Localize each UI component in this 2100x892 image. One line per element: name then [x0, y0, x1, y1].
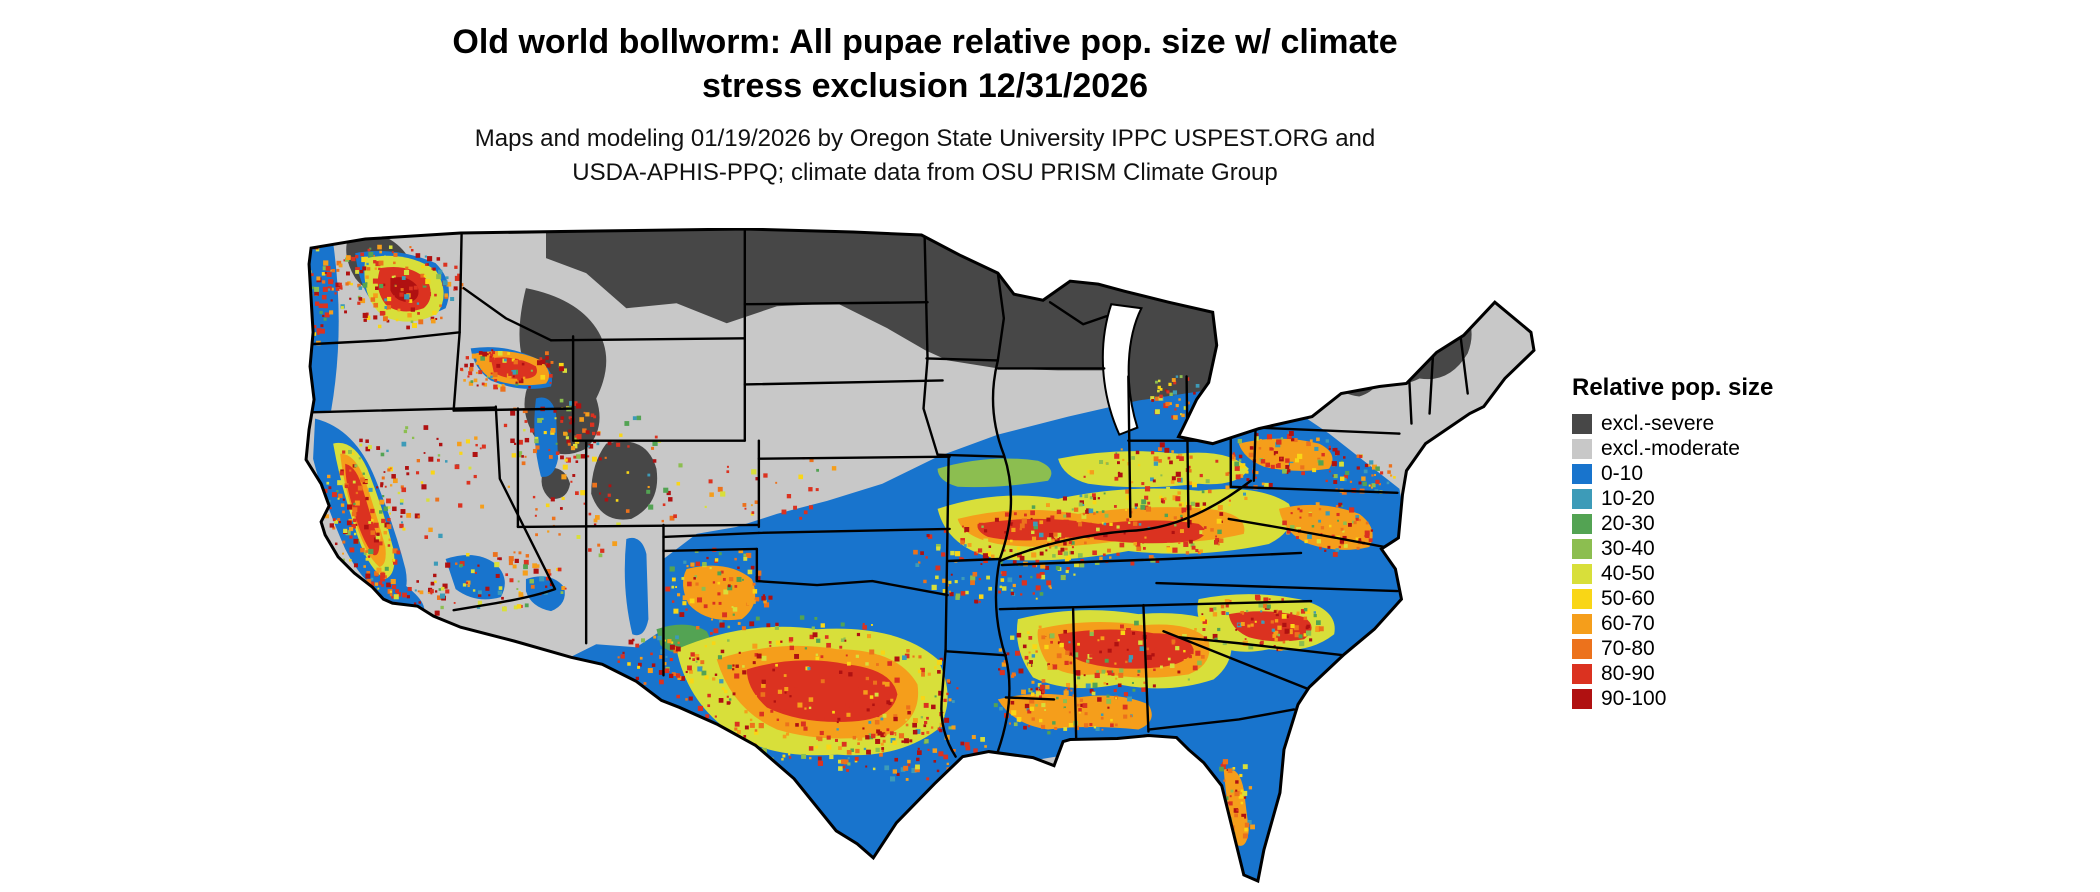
map-subtitle: Maps and modeling 01/19/2026 by Oregon S… — [0, 122, 1850, 190]
legend-swatch — [1572, 464, 1592, 484]
us-population-map — [295, 228, 1540, 890]
map-title-line1: Old world bollworm: All pupae relative p… — [452, 23, 1398, 61]
legend-entry: 90-100 — [1572, 687, 1773, 710]
legend-entry: 70-80 — [1572, 637, 1773, 660]
us-map-svg — [304, 228, 1536, 883]
legend-entry: 80-90 — [1572, 662, 1773, 685]
legend-entry: 20-30 — [1572, 512, 1773, 535]
legend-entry-label: 80-90 — [1601, 662, 1655, 685]
lake-michigan — [1101, 303, 1143, 436]
legend-entry: excl.-severe — [1572, 412, 1773, 435]
legend-entry-label: 70-80 — [1601, 637, 1655, 660]
legend-entry-label: 90-100 — [1601, 687, 1667, 710]
legend-entry-label: 0-10 — [1601, 462, 1644, 485]
legend-swatch — [1572, 639, 1592, 659]
legend-entry: 10-20 — [1572, 487, 1773, 510]
legend-entry-label: 10-20 — [1601, 487, 1655, 510]
legend-swatch — [1572, 439, 1592, 459]
legend-swatch — [1572, 489, 1592, 509]
map-title-line2: stress exclusion 12/31/2026 — [701, 67, 1149, 105]
legend-entry: 60-70 — [1572, 612, 1773, 635]
map-subtitle-line2: USDA-APHIS-PPQ; climate data from OSU PR… — [572, 159, 1278, 186]
legend-swatch — [1572, 589, 1592, 609]
legend-entry-label: 30-40 — [1601, 537, 1655, 560]
legend-swatch — [1572, 564, 1592, 584]
legend-title: Relative pop. size — [1572, 374, 1774, 401]
legend-swatch — [1572, 539, 1592, 559]
legend-swatch — [1572, 414, 1592, 434]
legend-entry-label: 50-60 — [1601, 587, 1655, 610]
map-title: Old world bollworm: All pupae relative p… — [0, 20, 1850, 108]
legend-entry-label: excl.-severe — [1601, 412, 1715, 435]
high-population-region — [333, 255, 1373, 846]
legend-entry: 30-40 — [1572, 537, 1773, 560]
legend-entry: 50-60 — [1572, 587, 1773, 610]
legend-entry-label: excl.-moderate — [1601, 437, 1740, 460]
legend-entry-label: 60-70 — [1601, 612, 1655, 635]
legend-entry-label: 40-50 — [1601, 562, 1655, 585]
legend-entry: 0-10 — [1572, 462, 1773, 485]
map-subtitle-line1: Maps and modeling 01/19/2026 by Oregon S… — [474, 125, 1376, 152]
legend-swatch — [1572, 689, 1592, 709]
legend-rows: excl.-severe excl.-moderate 0-10 10-20 20-30… — [1572, 412, 1773, 710]
legend-swatch — [1572, 664, 1592, 684]
legend-swatch — [1572, 514, 1592, 534]
state-boundaries — [306, 229, 1469, 758]
legend-swatch — [1572, 614, 1592, 634]
legend-entry-label: 20-30 — [1601, 512, 1655, 535]
legend: Relative pop. size excl.-severe excl.-mod… — [1572, 374, 1773, 714]
raster-speckles — [306, 241, 1396, 848]
legend-entry: excl.-moderate — [1572, 437, 1773, 460]
legend-entry: 40-50 — [1572, 562, 1773, 585]
